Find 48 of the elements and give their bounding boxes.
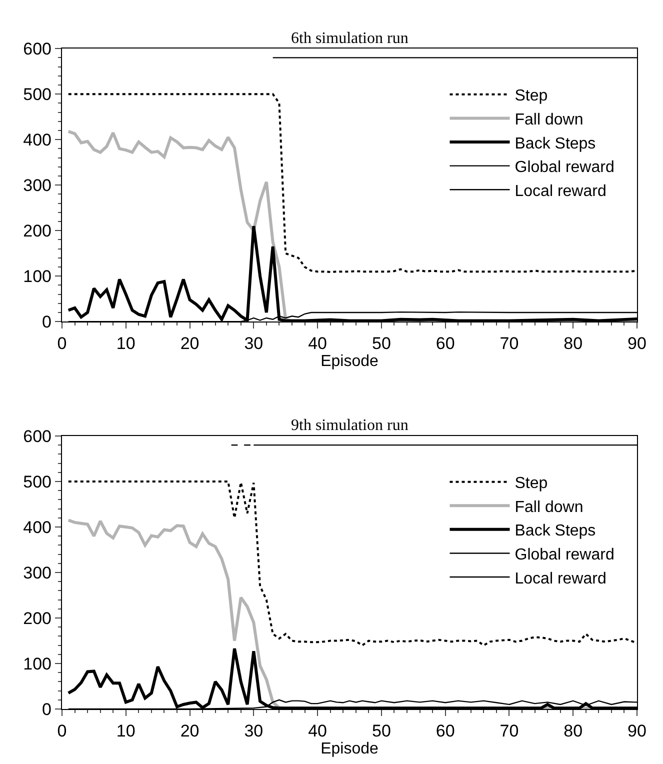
x-tick-label: 40: [308, 334, 328, 354]
y-tick-label: 100: [23, 654, 52, 674]
y-tick-label: 600: [23, 40, 52, 59]
x-tick-label: 20: [180, 722, 200, 741]
legend-label: Back Steps: [514, 522, 596, 540]
x-tick-label: 10: [116, 722, 136, 741]
x-tick-label: 80: [564, 334, 583, 354]
x-tick-label: 30: [244, 334, 264, 354]
legend-label: Step: [514, 88, 548, 105]
legend-label: Global reward: [514, 546, 614, 564]
x-tick-label: 90: [628, 722, 646, 741]
y-tick-label: 300: [23, 176, 52, 196]
x-tick-label: 0: [57, 722, 67, 741]
x-axis-title: Episode: [320, 353, 379, 370]
chart-title: 6th simulation run: [291, 30, 408, 47]
x-tick-label: 60: [436, 334, 455, 354]
y-tick-label: 400: [23, 518, 52, 537]
y-tick-label: 200: [23, 222, 52, 241]
legend-label: Local reward: [514, 570, 606, 588]
y-tick-label: 100: [23, 267, 52, 286]
x-tick-label: 60: [436, 722, 455, 741]
legend-label: Fall down: [514, 498, 584, 516]
legend-label: Fall down: [514, 111, 584, 128]
x-tick-label: 10: [116, 334, 136, 354]
y-tick-label: 600: [23, 426, 52, 446]
y-tick-label: 0: [42, 312, 52, 332]
legend-label: Step: [514, 475, 548, 492]
y-tick-label: 0: [42, 700, 52, 719]
x-tick-label: 0: [57, 334, 67, 354]
x-tick-label: 30: [244, 722, 264, 741]
x-tick-label: 70: [500, 334, 519, 354]
x-tick-label: 80: [564, 722, 583, 741]
x-tick-label: 20: [180, 334, 200, 354]
legend-label: Global reward: [514, 159, 614, 176]
chart-title: 9th simulation run: [291, 417, 408, 434]
x-axis-title: Episode: [320, 740, 379, 758]
y-tick-label: 400: [23, 130, 52, 150]
legend-label: Local reward: [514, 182, 606, 200]
x-tick-label: 90: [628, 334, 646, 354]
x-tick-label: 70: [500, 722, 519, 741]
x-tick-label: 40: [308, 722, 328, 741]
y-tick-label: 500: [23, 85, 52, 104]
y-tick-label: 200: [23, 608, 52, 628]
y-tick-label: 500: [23, 472, 52, 492]
x-tick-label: 50: [372, 722, 391, 741]
legend-label: Back Steps: [514, 135, 596, 152]
x-tick-label: 50: [372, 334, 391, 354]
y-tick-label: 300: [23, 563, 52, 582]
